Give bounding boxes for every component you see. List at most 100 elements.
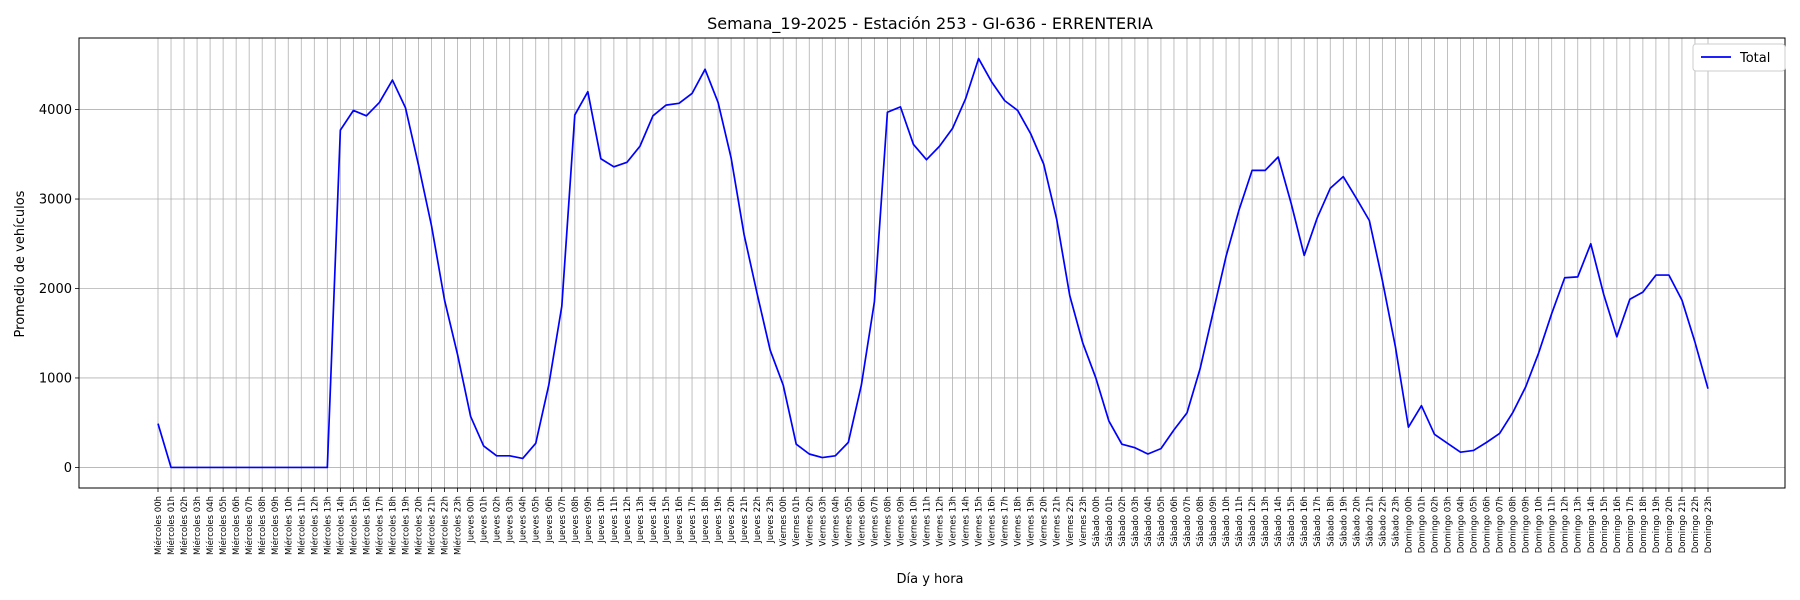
- x-tick-label: Jueves 13h: [636, 496, 646, 544]
- x-tick-label: Jueves 03h: [506, 496, 516, 544]
- x-tick-label: Sábado 06h: [1170, 496, 1180, 547]
- x-tick-label: Miércoles 16h: [361, 496, 372, 555]
- x-tick-label: Jueves 06h: [545, 496, 555, 544]
- x-tick-label: Miércoles 03h: [192, 496, 203, 555]
- x-tick-label: Domingo 01h: [1417, 496, 1427, 553]
- x-tick-label: Sábado 12h: [1248, 496, 1258, 547]
- x-tick-label: Jueves 04h: [519, 496, 529, 544]
- x-tick-label: Domingo 17h: [1626, 496, 1636, 553]
- x-tick-label: Viernes 09h: [896, 496, 906, 547]
- x-tick-label: Jueves 20h: [727, 496, 737, 544]
- x-tick-label: Viernes 12h: [936, 496, 946, 547]
- x-tick-label: Jueves 14h: [649, 496, 659, 544]
- x-tick-label: Viernes 10h: [909, 496, 919, 547]
- x-tick-label: Miércoles 09h: [270, 496, 281, 555]
- y-axis-ticks: 0 1000 2000 3000 4000: [39, 103, 79, 476]
- x-tick-label: Miércoles 15h: [348, 496, 359, 555]
- x-tick-label: Sábado 01h: [1105, 496, 1115, 547]
- x-tick-label: Viernes 23h: [1079, 496, 1089, 547]
- x-tick-label: Sábado 14h: [1274, 496, 1284, 547]
- x-tick-label: Jueves 07h: [558, 496, 568, 544]
- x-tick-label: Miércoles 19h: [400, 496, 411, 555]
- x-tick-label: Viernes 13h: [949, 496, 959, 547]
- x-tick-label: Domingo 16h: [1613, 496, 1623, 553]
- x-tick-label: Sábado 17h: [1313, 496, 1323, 547]
- x-tick-label: Viernes 21h: [1053, 496, 1063, 547]
- y-tick-label: 2000: [39, 282, 72, 297]
- x-tick-label: Domingo 00h: [1404, 496, 1414, 553]
- x-tick-label: Jueves 08h: [571, 496, 581, 544]
- x-tick-label: Miércoles 06h: [231, 496, 242, 555]
- x-tick-label: Domingo 23h: [1704, 496, 1714, 553]
- x-tick-label: Viernes 07h: [870, 496, 880, 547]
- x-tick-label: Domingo 15h: [1600, 496, 1610, 553]
- x-tick-label: Sábado 10h: [1222, 496, 1232, 547]
- x-tick-label: Miércoles 18h: [387, 496, 398, 555]
- x-tick-label: Miércoles 21h: [427, 496, 438, 555]
- x-tick-label: Viernes 17h: [1001, 496, 1011, 547]
- x-tick-label: Domingo 20h: [1665, 496, 1675, 553]
- x-tick-label: Miércoles 11h: [296, 496, 307, 555]
- x-tick-label: Jueves 09h: [584, 496, 594, 544]
- x-tick-label: Jueves 11h: [610, 496, 620, 544]
- x-tick-label: Miércoles 20h: [414, 496, 425, 555]
- x-tick-label: Jueves 16h: [675, 496, 685, 544]
- x-tick-label: Jueves 21h: [740, 496, 750, 544]
- x-tick-label: Jueves 05h: [532, 496, 542, 544]
- x-tick-label: Jueves 18h: [701, 496, 711, 544]
- x-tick-label: Domingo 18h: [1639, 496, 1649, 553]
- y-tick-label: 0: [64, 461, 72, 476]
- x-tick-label: Viernes 05h: [844, 496, 854, 547]
- x-tick-label: Sábado 11h: [1235, 496, 1245, 547]
- x-tick-label: Viernes 19h: [1027, 496, 1037, 547]
- x-tick-label: Domingo 06h: [1483, 496, 1493, 553]
- chart-title: Semana_19-2025 - Estación 253 - GI-636 -…: [707, 14, 1153, 34]
- x-tick-label: Jueves 00h: [467, 496, 477, 544]
- x-tick-label: Viernes 18h: [1014, 496, 1024, 547]
- x-tick-label: Domingo 22h: [1691, 496, 1701, 553]
- x-tick-label: Viernes 04h: [831, 496, 841, 547]
- x-tick-label: Miércoles 04h: [205, 496, 216, 555]
- x-tick-label: Jueves 01h: [480, 496, 490, 544]
- x-tick-label: Miércoles 17h: [374, 496, 385, 555]
- x-tick-label: Miércoles 00h: [153, 496, 164, 555]
- x-tick-label: Sábado 03h: [1131, 496, 1141, 547]
- x-tick-label: Jueves 02h: [493, 496, 503, 544]
- x-tick-label: Jueves 17h: [688, 496, 698, 544]
- x-tick-label: Domingo 21h: [1678, 496, 1688, 553]
- x-tick-label: Domingo 11h: [1548, 496, 1558, 553]
- x-tick-label: Miércoles 05h: [218, 496, 229, 555]
- y-tick-label: 3000: [39, 193, 72, 208]
- y-tick-label: 4000: [39, 103, 72, 118]
- plot-frame: [78, 37, 1786, 489]
- y-axis-label: Promedio de vehículos: [13, 190, 28, 337]
- x-tick-label: Sábado 21h: [1365, 496, 1375, 547]
- x-tick-label: Jueves 23h: [766, 496, 776, 544]
- x-tick-label: Sábado 18h: [1326, 496, 1336, 547]
- legend-box: [1692, 43, 1786, 72]
- x-tick-label: Jueves 10h: [597, 496, 607, 544]
- x-tick-label: Sábado 13h: [1261, 496, 1271, 547]
- x-tick-label: Domingo 08h: [1509, 496, 1519, 553]
- series-line-total: [157, 57, 1709, 469]
- x-tick-label: Domingo 09h: [1522, 496, 1532, 553]
- x-tick-label: Viernes 20h: [1040, 496, 1050, 547]
- x-tick-label: Viernes 06h: [857, 496, 867, 547]
- x-tick-label: Miércoles 12h: [309, 496, 320, 555]
- x-tick-label: Jueves 15h: [662, 496, 672, 544]
- legend-label-total: Total: [1739, 51, 1770, 66]
- x-tick-label: Sábado 23h: [1391, 496, 1401, 547]
- x-tick-label: Viernes 14h: [962, 496, 972, 547]
- x-tick-label: Miércoles 23h: [453, 496, 464, 555]
- grid-lines: [79, 38, 1785, 488]
- x-tick-label: Sábado 22h: [1378, 496, 1388, 547]
- x-tick-label: Domingo 12h: [1561, 496, 1571, 553]
- x-tick-label: Sábado 08h: [1196, 496, 1206, 547]
- x-tick-label: Jueves 12h: [623, 496, 633, 544]
- x-tick-label: Miércoles 01h: [166, 496, 177, 555]
- x-tick-label: Viernes 11h: [922, 496, 932, 547]
- x-tick-label: Domingo 13h: [1574, 496, 1584, 553]
- x-tick-label: Miércoles 08h: [257, 496, 268, 555]
- x-tick-label: Domingo 19h: [1652, 496, 1662, 553]
